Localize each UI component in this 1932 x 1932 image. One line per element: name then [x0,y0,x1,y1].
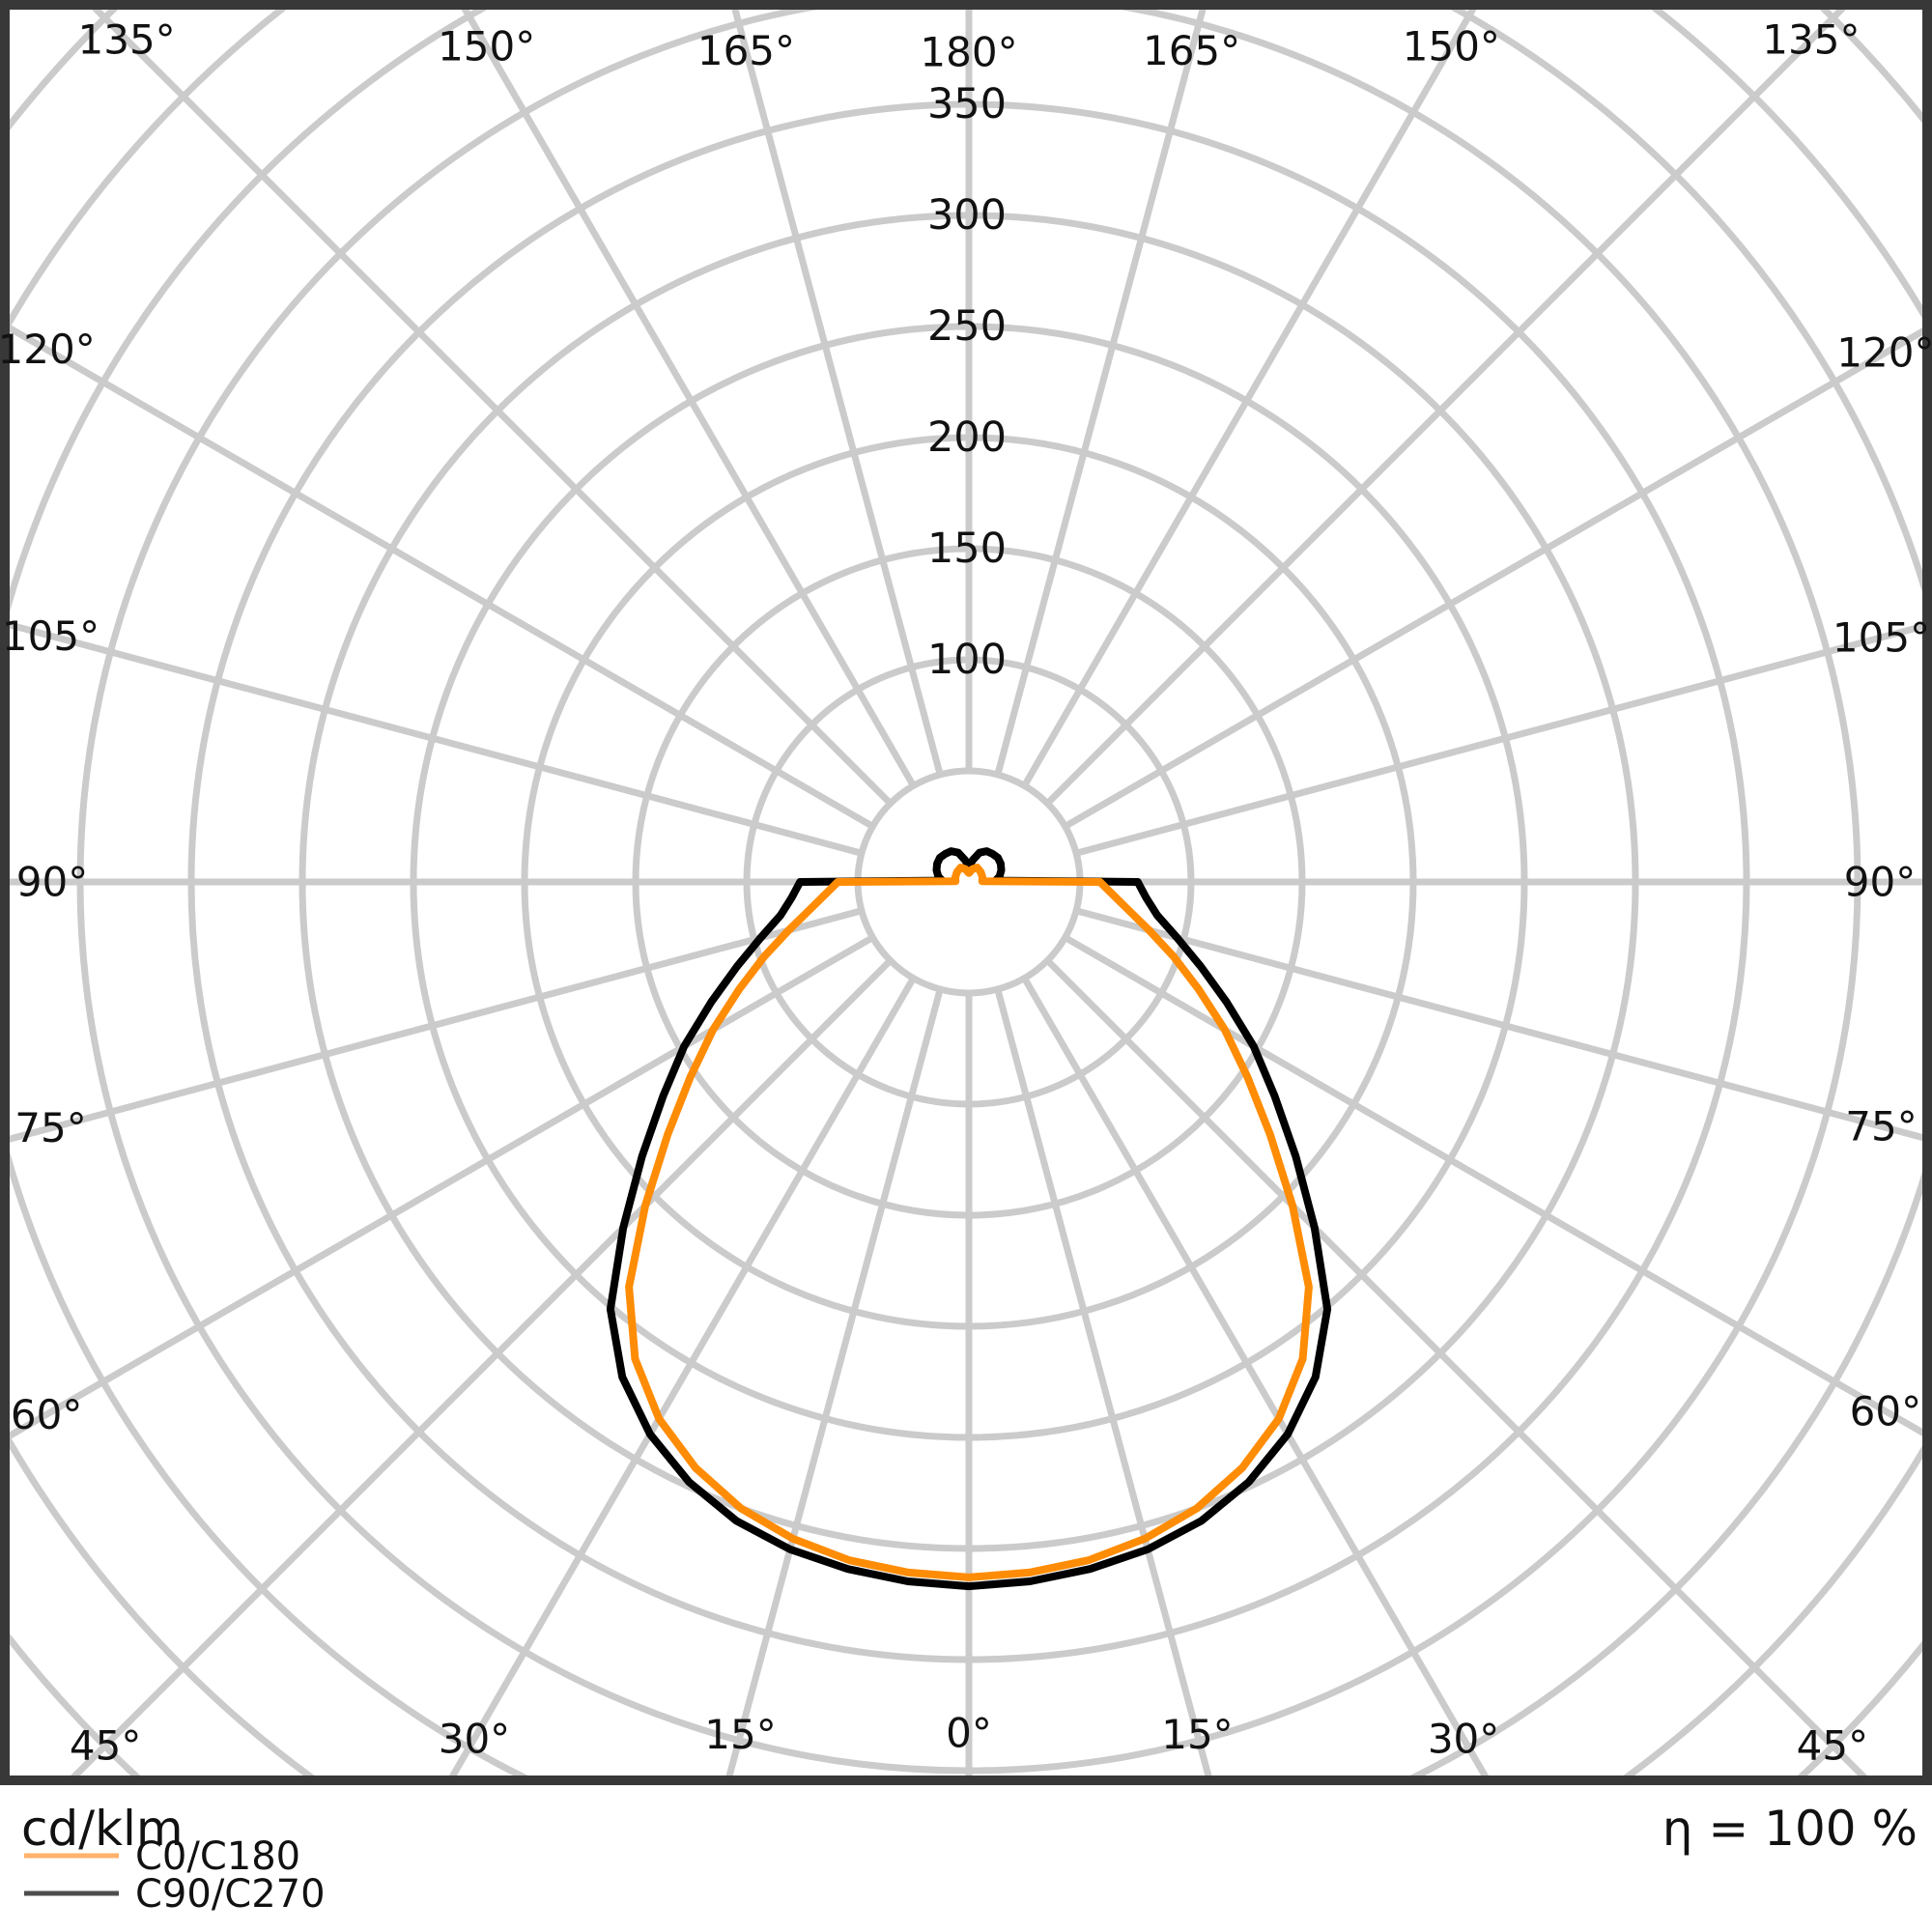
radial-tick-label: 350 [927,80,1007,128]
grid-ray [1044,957,1867,1776]
angle-tick-label-150-r: 150° [1403,23,1500,71]
grid-ray [1021,10,1477,788]
angle-tick-label-165-r: 165° [1143,27,1240,74]
grid-ray [1021,976,1490,1776]
grid-ray [1075,907,1922,1142]
grid-ray [1063,934,1922,1436]
grid-ray [994,10,1207,776]
angle-tick-label-0-r: 0° [946,1710,992,1757]
efficiency-label: η = 100 % [1662,1801,1918,1857]
radial-tick-label: 200 [927,413,1007,462]
angle-tick-label-180-r: 180° [920,29,1017,76]
radial-tick-labels: 100 150 200 250 300 350 [927,80,1007,684]
grid-ray [731,10,944,776]
angle-tick-labels: 0° 15° 15° 30° 30° 45° 45° 60° 60° 75° 75° 90° 90° 10… [0,16,1932,1770]
plot-frame [0,0,1932,1785]
legend-label-c0-c180: C0/C180 [135,1834,300,1879]
angle-tick-label-135-l: 135° [78,16,176,64]
angle-tick-label-150-l: 150° [438,23,535,71]
angle-tick-label-60-l: 60° [11,1391,82,1438]
grid-ray [448,976,917,1776]
radial-tick-label: 100 [927,636,1007,684]
grid-ray [1063,327,1922,830]
angle-tick-label-45-l: 45° [70,1721,141,1769]
unit-label: cd/klm [21,1801,184,1857]
grid-ray [92,10,894,807]
radial-tick-label: 250 [927,302,1007,351]
angle-tick-label-45-r: 45° [1797,1721,1868,1769]
angle-tick-label-105-l: 105° [2,612,99,660]
grid-ray [10,907,863,1143]
grid-ray [461,10,917,788]
grid-ray [1075,622,1922,857]
legend-label-c90-c270: C90/C270 [135,1872,326,1917]
curve-c0-c180 [625,864,1313,1581]
angle-tick-label-30-r: 30° [1428,1715,1499,1762]
angle-tick-label-105-r: 105° [1833,613,1930,661]
grid-ray [1044,10,1846,807]
distribution-curves [606,847,1332,1591]
legend: C0/C180 C90/C270 [24,1834,326,1917]
grid-ray [71,957,894,1776]
angle-tick-label-30-l: 30° [439,1715,510,1762]
angle-tick-label-15-l: 15° [704,1711,776,1758]
radial-tick-label: 300 [927,191,1007,240]
angle-tick-label-135-r: 135° [1762,16,1860,64]
curve-c90-c270 [606,847,1332,1591]
angle-tick-label-120-r: 120° [1836,329,1932,377]
grid-ray [10,324,875,830]
angle-tick-label-90-l: 90° [16,859,88,906]
angle-tick-label-165-l: 165° [697,27,795,74]
angle-tick-label-90-r: 90° [1844,859,1916,906]
grid-ray [10,621,863,857]
radial-tick-label: 150 [927,525,1007,573]
angle-tick-label-15-r: 15° [1161,1711,1233,1758]
angle-tick-label-75-r: 75° [1845,1103,1917,1151]
grid-ray [725,988,944,1776]
angle-tick-label-120-l: 120° [0,326,96,373]
angle-tick-label-75-l: 75° [14,1104,86,1151]
grid-ray [994,988,1212,1776]
angle-tick-label-60-r: 60° [1850,1387,1921,1435]
